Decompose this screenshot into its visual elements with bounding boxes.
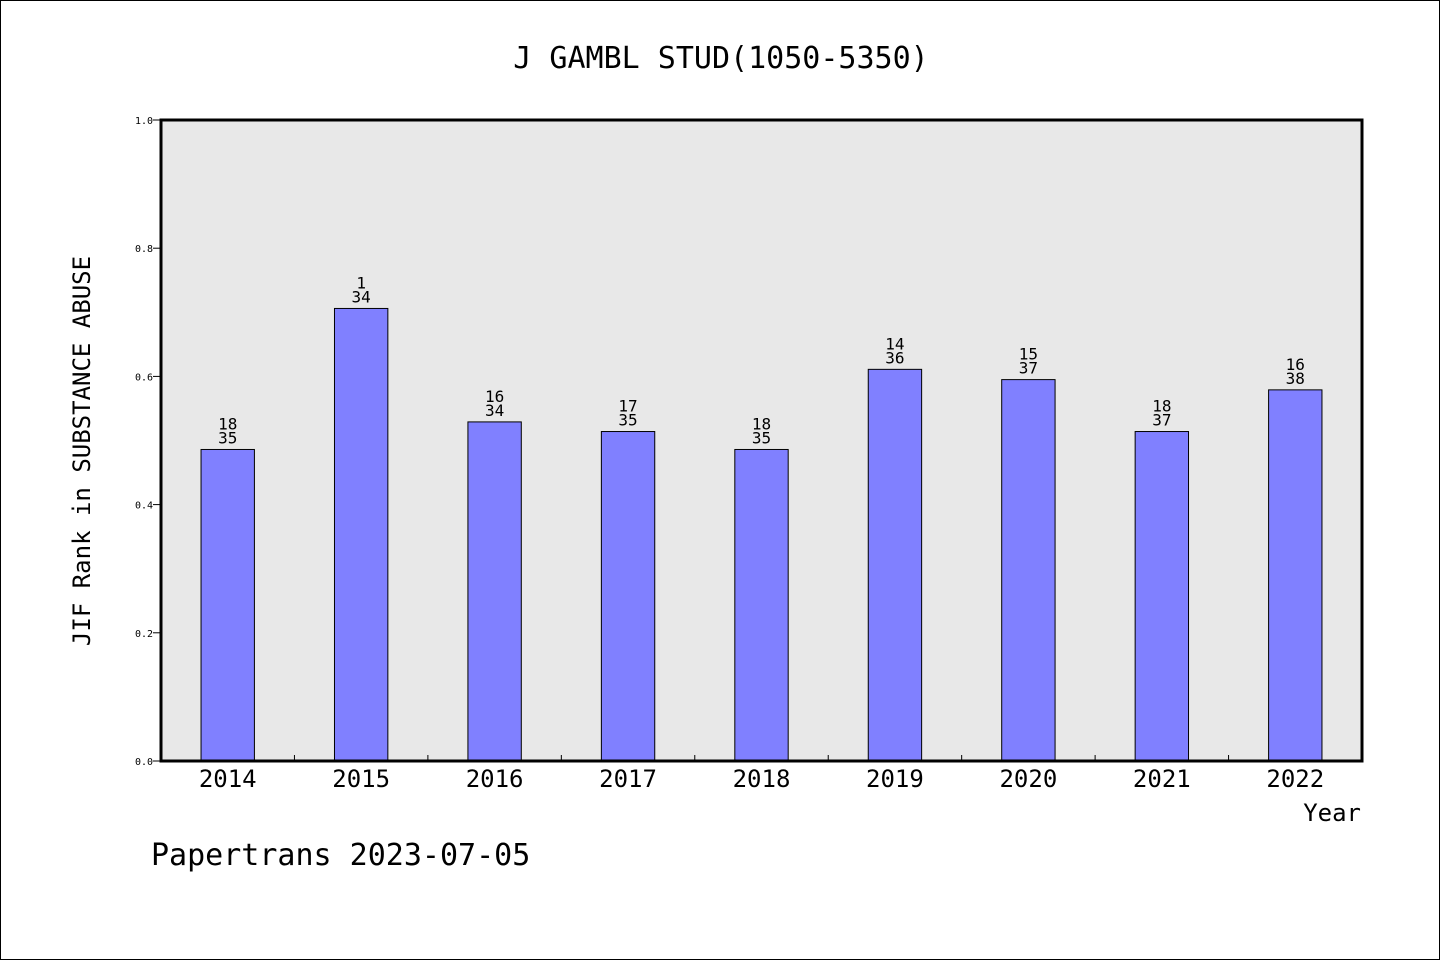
x-tick-label: 2014	[199, 765, 257, 793]
bar-total-label: 35	[752, 428, 771, 447]
bar-2022	[1268, 389, 1323, 762]
bar-total-label: 37	[1152, 411, 1171, 430]
bar-total-label: 35	[618, 411, 637, 430]
plot-border	[159, 118, 1364, 763]
x-tick-label: 2022	[1266, 765, 1324, 793]
bar-total-label: 35	[218, 428, 237, 447]
bar-2018	[734, 448, 789, 762]
footer-text: Papertrans 2023-07-05	[151, 838, 530, 873]
x-tick-label: 2017	[599, 765, 657, 793]
x-axis: 2014 2015 2016 2017 2018 2019 2020 2021 2022	[199, 755, 1324, 793]
bar-2014	[200, 448, 255, 762]
x-tick-label: 2021	[1133, 765, 1191, 793]
x-tick-label: 2015	[332, 765, 390, 793]
x-tick-label: 2020	[999, 765, 1057, 793]
bar-total-label: 37	[1019, 359, 1038, 378]
bar-rank-label: 18	[752, 414, 771, 433]
bar-2016	[467, 421, 522, 762]
x-tick-label: 2019	[866, 765, 924, 793]
bar-rank-label: 1	[356, 273, 366, 292]
chart-title: J GAMBL STUD(1050-5350)	[513, 41, 928, 76]
x-tick-label: 2018	[733, 765, 791, 793]
bar-total-label: 34	[352, 287, 371, 306]
y-tick-label: 0.4	[135, 501, 153, 512]
bar-rank-label: 18	[218, 414, 237, 433]
bar-rank-label: 16	[485, 387, 504, 406]
y-axis-label: JIF Rank in SUBSTANCE ABUSE	[68, 256, 96, 646]
y-tick-label: 1.0	[135, 116, 153, 127]
y-axis: 0.0 0.2 0.4 0.6 0.8 1.0	[135, 116, 161, 768]
bar-2020	[1001, 379, 1056, 762]
bar-rank-label: 17	[618, 397, 637, 416]
bar-2017	[600, 431, 656, 762]
bar-2019	[867, 368, 923, 762]
y-tick-label: 0.0	[135, 757, 153, 768]
bar-total-label: 34	[485, 401, 504, 420]
bar-total-label: 36	[885, 348, 904, 367]
x-axis-label: Year	[1303, 799, 1361, 827]
bar-total-label: 38	[1286, 369, 1305, 388]
bar-rank-label: 16	[1286, 355, 1305, 374]
y-tick-label: 0.8	[135, 244, 153, 255]
y-tick-label: 0.2	[135, 629, 153, 640]
bar-rank-label: 18	[1152, 397, 1171, 416]
x-tick-label: 2016	[466, 765, 524, 793]
bar-rank-label: 14	[885, 334, 904, 353]
y-tick-label: 0.6	[135, 372, 153, 383]
bar-2021	[1134, 431, 1190, 762]
bar-2015	[333, 307, 389, 762]
bar-rank-label: 15	[1019, 345, 1038, 364]
